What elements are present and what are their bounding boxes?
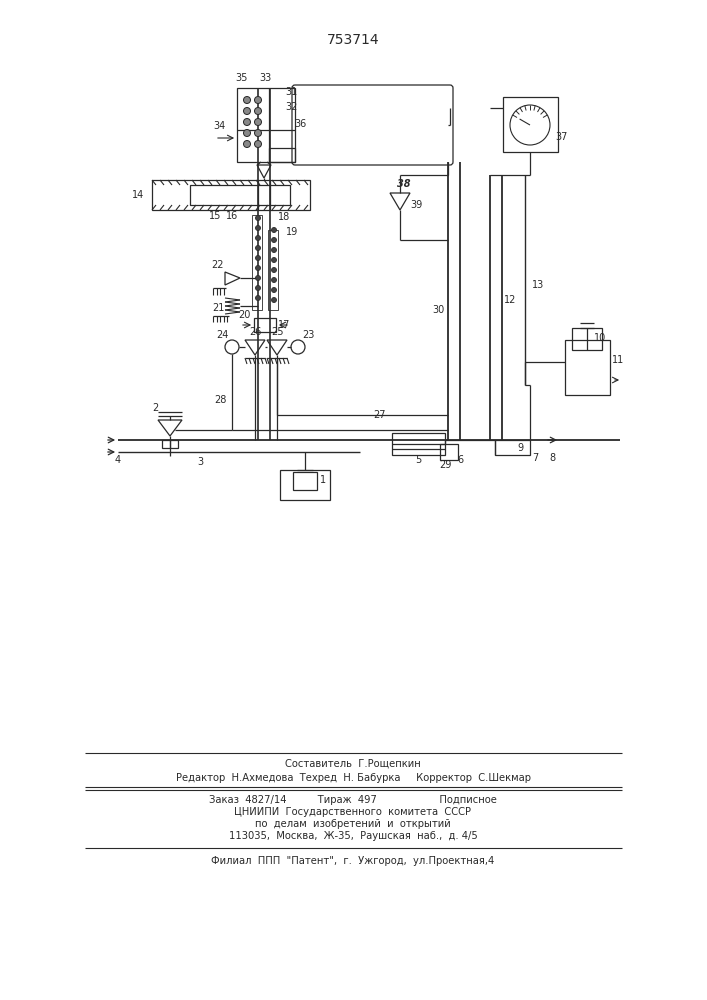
Text: 18: 18: [278, 212, 290, 222]
Bar: [572, 328, 602, 350]
Text: Редактор  Н.Ахмедова  Техред  Н. Бабурка     Корректор  С.Шекмар: Редактор Н.Ахмедова Техред Н. Бабурка Ко…: [175, 773, 530, 783]
Text: 10: 10: [594, 333, 606, 343]
Text: 2: 2: [152, 403, 158, 413]
Text: 28: 28: [214, 395, 226, 405]
Bar: [392, 433, 445, 455]
Text: 3: 3: [197, 457, 203, 467]
Bar: [495, 440, 530, 455]
Circle shape: [271, 288, 276, 292]
Circle shape: [243, 129, 250, 136]
Text: 16: 16: [226, 211, 238, 221]
Circle shape: [271, 277, 276, 282]
Text: 36: 36: [294, 119, 306, 129]
Text: Заказ  4827/14          Тираж  497                    Подписное: Заказ 4827/14 Тираж 497 Подписное: [209, 795, 497, 805]
Text: 113035,  Москва,  Ж-35,  Раушская  наб.,  д. 4/5: 113035, Москва, Ж-35, Раушская наб., д. …: [228, 831, 477, 841]
Circle shape: [255, 235, 260, 240]
Bar: [152, 180, 310, 210]
Text: 33: 33: [259, 73, 271, 83]
Bar: [190, 185, 290, 205]
Bar: [293, 472, 317, 490]
Text: 24: 24: [216, 330, 228, 340]
Text: 19: 19: [286, 227, 298, 237]
Text: Составитель  Г.Рощепкин: Составитель Г.Рощепкин: [285, 759, 421, 769]
Circle shape: [271, 257, 276, 262]
Text: 35: 35: [236, 73, 248, 83]
Circle shape: [243, 118, 250, 125]
Circle shape: [255, 118, 262, 125]
Text: 6: 6: [457, 455, 463, 465]
Text: ЦНИИПИ  Государственного  комитета  СССР: ЦНИИПИ Государственного комитета СССР: [235, 807, 472, 817]
Text: 37: 37: [556, 132, 568, 142]
Text: 29: 29: [439, 460, 451, 470]
Text: 32: 32: [285, 102, 297, 112]
Text: 15: 15: [209, 211, 221, 221]
Text: 753714: 753714: [327, 33, 380, 47]
Text: 23: 23: [302, 330, 314, 340]
Bar: [503, 97, 558, 152]
Text: 9: 9: [517, 443, 523, 453]
Bar: [440, 444, 458, 460]
Text: 13: 13: [532, 280, 544, 290]
Circle shape: [255, 255, 260, 260]
Circle shape: [243, 107, 250, 114]
Circle shape: [255, 296, 260, 300]
Text: 14: 14: [132, 190, 144, 200]
Circle shape: [255, 140, 262, 147]
Text: 20: 20: [238, 310, 250, 320]
Bar: [269, 148, 295, 162]
Text: 7: 7: [532, 453, 538, 463]
Text: 21: 21: [212, 303, 224, 313]
Circle shape: [255, 216, 260, 221]
Text: 30: 30: [432, 305, 444, 315]
Circle shape: [255, 97, 262, 104]
Circle shape: [271, 237, 276, 242]
Text: 8: 8: [549, 453, 555, 463]
Text: 4: 4: [115, 455, 121, 465]
Circle shape: [243, 97, 250, 104]
Circle shape: [255, 265, 260, 270]
Text: 31: 31: [285, 87, 297, 97]
Text: 38: 38: [397, 179, 411, 189]
Circle shape: [255, 245, 260, 250]
Text: 5: 5: [415, 455, 421, 465]
Text: 39: 39: [410, 200, 422, 210]
Circle shape: [255, 286, 260, 290]
Circle shape: [271, 228, 276, 232]
Circle shape: [255, 107, 262, 114]
Circle shape: [271, 247, 276, 252]
Text: 34: 34: [213, 121, 225, 131]
Bar: [252, 215, 262, 310]
Bar: [254, 318, 276, 332]
Circle shape: [255, 226, 260, 231]
Text: 22: 22: [212, 260, 224, 270]
Circle shape: [255, 129, 262, 136]
Text: 11: 11: [612, 355, 624, 365]
Text: Филиал  ППП  "Патент",  г.  Ужгород,  ул.Проектная,4: Филиал ППП "Патент", г. Ужгород, ул.Прое…: [211, 856, 495, 866]
Circle shape: [255, 275, 260, 280]
Text: 12: 12: [504, 295, 516, 305]
Bar: [268, 230, 278, 310]
Text: 26: 26: [249, 327, 261, 337]
Text: 17: 17: [278, 320, 290, 330]
Bar: [237, 88, 295, 162]
Bar: [280, 470, 330, 500]
Circle shape: [243, 140, 250, 147]
Text: 25: 25: [271, 327, 284, 337]
Text: 27: 27: [374, 410, 386, 420]
Text: 1: 1: [320, 475, 326, 485]
Bar: [565, 340, 610, 395]
Circle shape: [271, 267, 276, 272]
Text: по  делам  изобретений  и  открытий: по делам изобретений и открытий: [255, 819, 451, 829]
Circle shape: [271, 298, 276, 302]
Bar: [162, 440, 178, 448]
